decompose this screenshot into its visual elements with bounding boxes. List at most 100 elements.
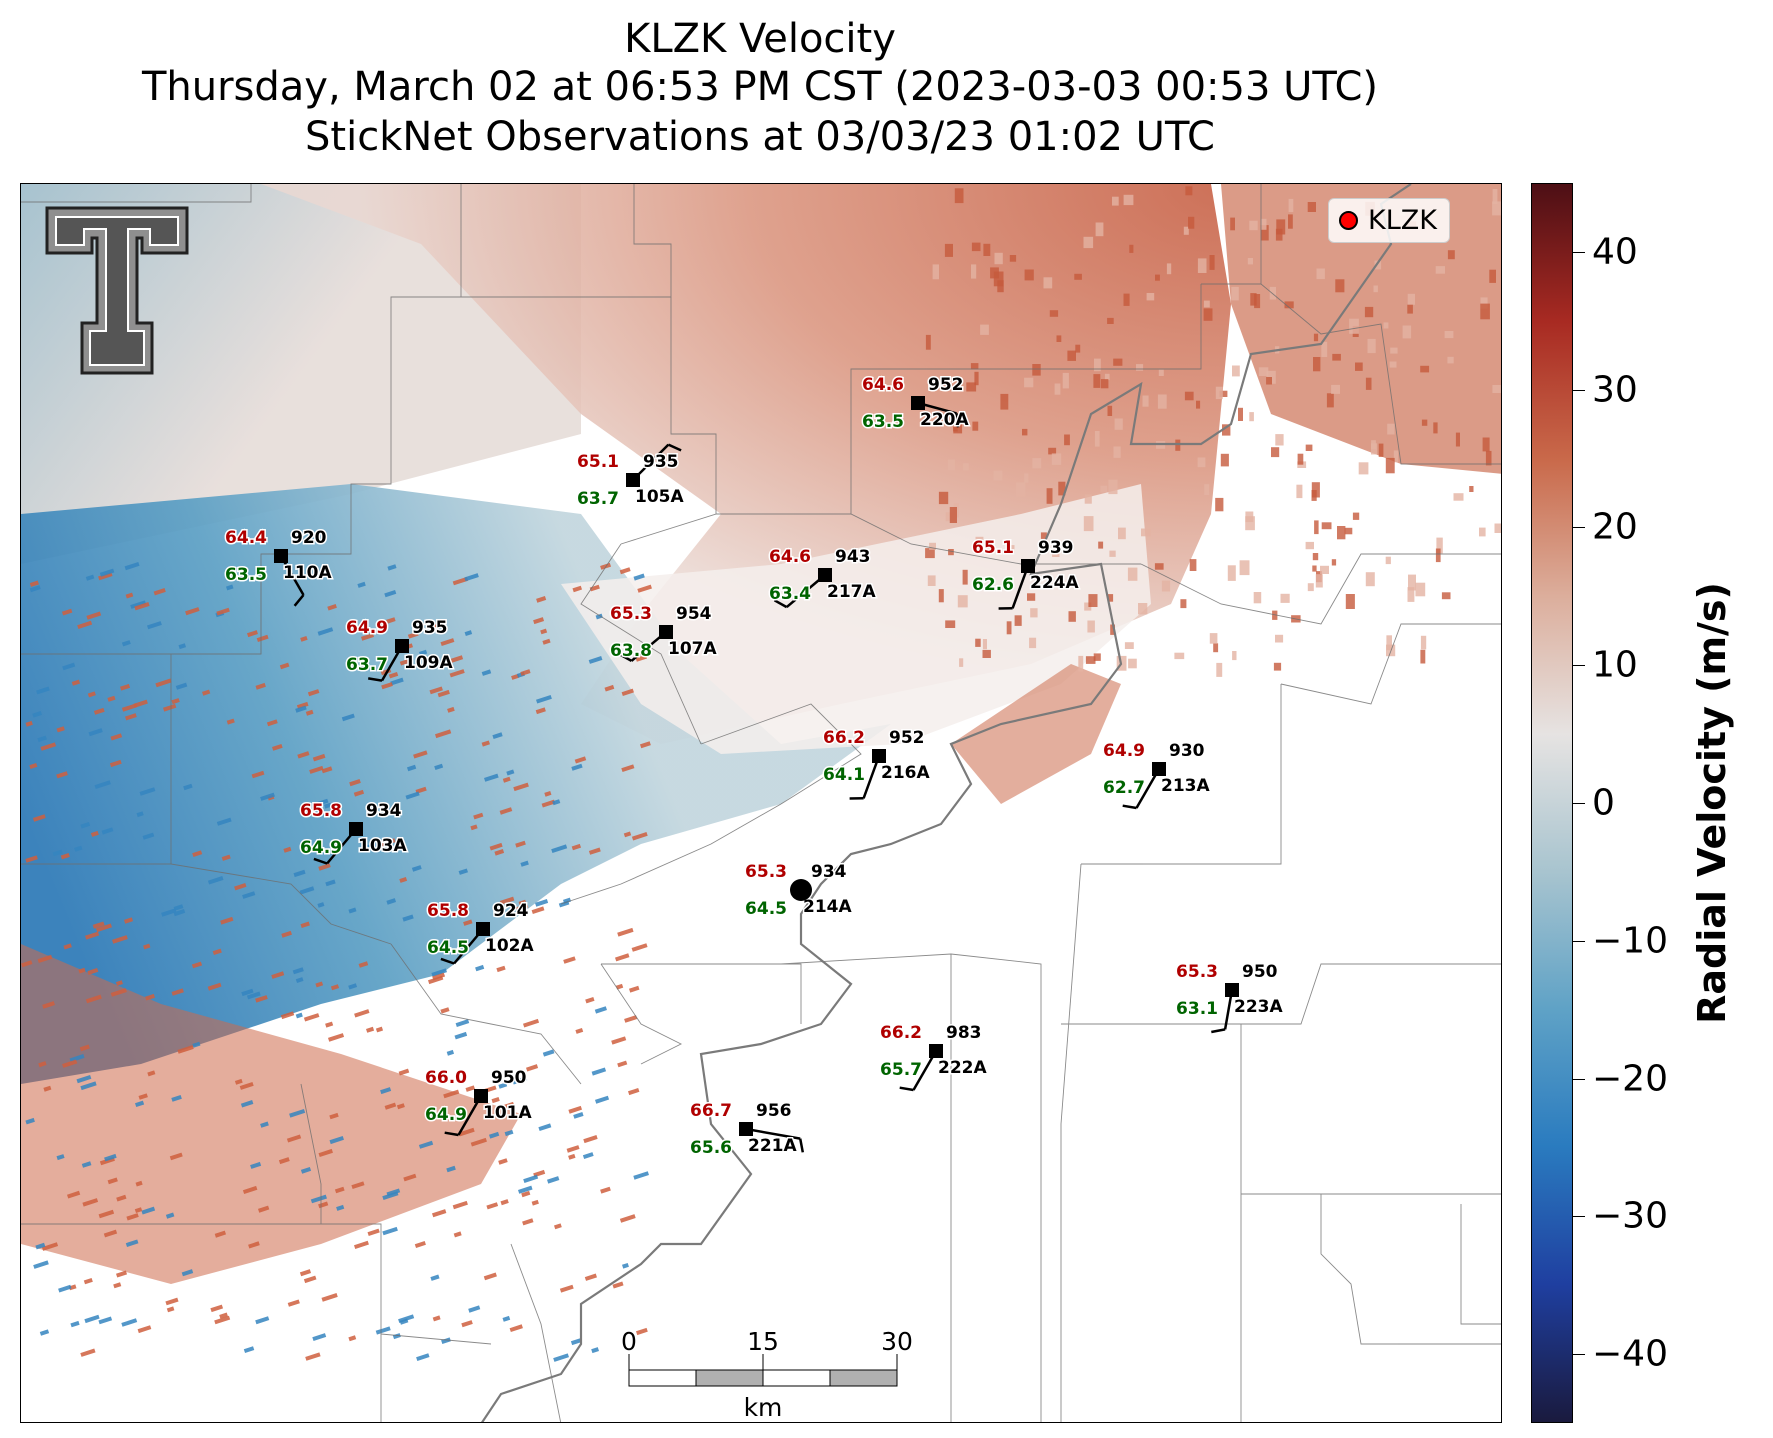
velocity-speckle [553,1353,569,1362]
velocity-speckle [329,1136,344,1145]
velocity-speckle [29,585,41,593]
velocity-speckle [1107,405,1113,416]
velocity-speckle [143,943,151,950]
velocity-speckle [70,1320,80,1328]
velocity-speckle [69,1054,85,1063]
velocity-speckle [432,1315,441,1322]
velocity-speckle [329,1112,339,1120]
station-id: 102A [485,936,534,956]
velocity-speckle [1157,394,1167,409]
velocity-speckle [407,764,417,772]
velocity-speckle [932,264,939,280]
velocity-speckle [115,980,123,986]
velocity-speckle [166,1306,175,1313]
velocity-speckle [32,814,46,822]
velocity-speckle [413,750,428,759]
velocity-speckle [1331,384,1340,394]
velocity-speckle [1349,318,1359,334]
velocity-speckle [949,507,957,523]
radar-map[interactable]: 64.6 952 63.5 220A 65.1 935 63.7 105A 64.4 920 63.… [20,183,1502,1423]
velocity-speckle [513,782,529,792]
station-id: 223A [1234,997,1283,1017]
velocity-speckle [1453,493,1464,501]
velocity-speckle [473,812,484,820]
map-legend: KLZK [1328,198,1450,243]
velocity-speckle [327,603,337,611]
velocity-speckle [325,1021,334,1028]
velocity-speckle [440,638,455,647]
station-dewpoint: 63.1 [1176,999,1218,1019]
velocity-speckle [574,756,587,764]
velocity-speckle [142,832,155,840]
wind-barb-flag [440,957,455,965]
velocity-speckle [255,995,268,1003]
velocity-speckle [947,459,955,471]
velocity-speckle [1052,541,1060,557]
velocity-speckle [43,1085,52,1092]
velocity-speckle [1311,482,1320,498]
velocity-speckle [327,1033,345,1042]
velocity-speckle [551,844,568,854]
velocity-speckle [1184,391,1194,401]
velocity-speckle [1355,362,1363,371]
colorbar-tick-label: 20 [1592,506,1638,548]
velocity-speckle [348,907,357,914]
velocity-speckle [637,584,652,593]
velocity-speckle [962,569,968,585]
velocity-speckle [1245,516,1255,531]
inbound-velocity-region [21,484,891,1084]
velocity-speckle [570,1338,582,1346]
velocity-speckle [1408,574,1416,591]
velocity-speckle [453,1231,462,1238]
velocity-speckle [56,726,65,733]
velocity-speckle [568,1105,582,1114]
velocity-speckle [1489,269,1496,283]
velocity-speckle [1374,260,1382,270]
velocity-speckle [1136,364,1144,371]
velocity-speckle [90,830,99,837]
station-105A: 65.1 935 63.7 105A [576,443,686,511]
velocity-speckle [1320,565,1329,574]
velocity-speckle [419,649,428,656]
station-marker [626,473,640,487]
velocity-speckle [434,729,452,739]
velocity-speckle [1094,358,1101,372]
velocity-speckle [1215,497,1224,512]
scale-tick-30: 30 [881,1327,913,1356]
velocity-speckle [504,1129,514,1137]
station-temperature: 65.3 [745,862,787,882]
velocity-speckle [367,841,382,850]
wind-barb-flag [368,677,383,682]
velocity-speckle [1127,567,1138,581]
velocity-speckle [1197,258,1207,273]
velocity-speckle [396,1103,405,1110]
velocity-speckle [1051,453,1062,465]
velocity-speckle [1083,516,1094,532]
station-dewpoint: 63.8 [610,641,652,661]
velocity-speckle [99,568,115,577]
velocity-speckle [1098,541,1104,549]
velocity-speckle [1074,273,1082,280]
velocity-speckle [354,1240,369,1250]
velocity-speckle [78,967,86,974]
wind-barb-staff [862,755,881,799]
velocity-speckle [1230,217,1235,231]
velocity-speckle [134,1207,143,1214]
velocity-speckle [547,1176,560,1184]
velocity-speckle [600,562,612,570]
velocity-speckle [595,1095,610,1104]
velocity-speckle [305,1352,321,1361]
velocity-speckle [970,363,979,370]
velocity-speckle [520,860,529,867]
velocity-speckle [147,1070,156,1077]
velocity-speckle [243,1346,255,1354]
station-dewpoint: 63.5 [225,565,267,585]
station-temperature: 64.6 [769,547,811,567]
velocity-speckle [1373,285,1378,293]
velocity-speckle [300,1166,312,1174]
station-temperature: 64.6 [862,375,904,395]
velocity-speckle [405,791,420,800]
station-id: 217A [827,582,876,602]
velocity-speckle [414,1240,426,1249]
scale-unit: km [744,1393,783,1422]
